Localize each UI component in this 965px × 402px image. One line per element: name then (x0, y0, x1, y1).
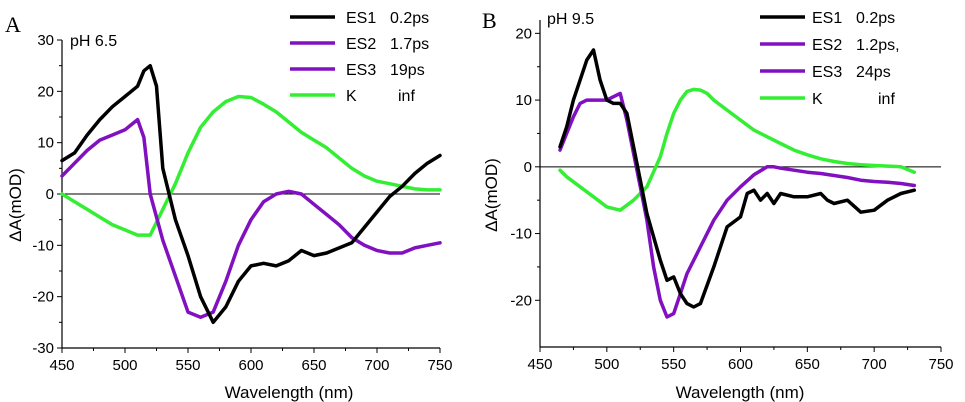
x-tick-label: 600 (238, 357, 263, 374)
x-tick-label: 600 (728, 356, 753, 373)
legend-time-es1: 0.2ps (856, 10, 895, 27)
legend-time-es2: 1.7ps (390, 36, 429, 53)
series-line-k (558, 87, 917, 212)
condition-label: pH 9.5 (547, 11, 594, 28)
x-tick-label: 700 (364, 357, 389, 374)
y-tick-label: -20 (510, 292, 532, 309)
legend-label-k: K (812, 91, 823, 108)
y-tick-label: 30 (37, 32, 54, 49)
x-tick-label: 450 (49, 357, 74, 374)
legend-label-es2: ES2 (812, 37, 842, 54)
x-tick-label: 650 (301, 357, 326, 374)
panel-b: B 450 500 550 600 650 700 750 20 10 0 -10 -20 pH 9.… (482, 8, 954, 402)
x-tick-label: 500 (112, 357, 137, 374)
legend-label-es3: ES3 (812, 64, 842, 81)
y-tick-label: 0 (46, 186, 54, 203)
y-tick-label: 0 (524, 159, 532, 176)
legend-time-k: inf (398, 88, 415, 105)
legend-time-es3: 24ps (856, 64, 891, 81)
legend-label-k: K (346, 88, 357, 105)
x-tick-label: 700 (862, 356, 887, 373)
panel-a: A 450 500 550 600 650 700 7503020100-10-20-30 … (5, 10, 453, 402)
y-tick-label: 20 (515, 25, 532, 42)
legend-time-es2: 1.2ps, (856, 37, 900, 54)
legend-label-es2: ES2 (346, 36, 376, 53)
y-tick-label: -10 (32, 237, 54, 254)
series-line-k (60, 94, 442, 237)
y-tick-label: -10 (510, 226, 532, 243)
legend-label-es1: ES1 (346, 10, 376, 27)
y-axis-title: ΔA(mOD) (6, 168, 25, 242)
legend: ES1 0.2ps ES2 1.2ps, ES3 24ps K inf (760, 10, 900, 108)
y-tick-label: -20 (32, 289, 54, 306)
legend-label-es1: ES1 (812, 10, 842, 27)
series-line-es1 (60, 63, 442, 325)
x-axis-title: Wavelength (nm) (225, 383, 354, 402)
x-tick-label: 750 (928, 356, 953, 373)
series-line-es1 (558, 48, 917, 309)
x-tick-label: 650 (795, 356, 820, 373)
y-tick-label: 10 (37, 135, 54, 152)
legend-time-es1: 0.2ps (390, 10, 429, 27)
panel-label: A (5, 12, 21, 37)
x-tick-label: 550 (175, 357, 200, 374)
legend-time-es3: 19ps (390, 62, 425, 79)
plot-area: 450 500 550 600 650 700 750 30 20 10 0 -10 -20 -30 (32, 32, 452, 374)
legend: ES1 0.2ps ES2 1.7ps ES3 19ps K inf (290, 10, 429, 105)
legend-label-es3: ES3 (346, 62, 376, 79)
series-line-es2 (558, 91, 917, 319)
x-tick-label: 750 (427, 357, 452, 374)
y-axis-title: ΔA(mOD) (482, 158, 501, 232)
x-tick-label: 450 (527, 356, 552, 373)
y-tick-label: 20 (37, 83, 54, 100)
legend-time-k: inf (878, 91, 895, 108)
x-tick-label: 550 (661, 356, 686, 373)
x-axis-title: Wavelength (nm) (676, 383, 805, 402)
condition-label: pH 6.5 (70, 33, 117, 50)
y-tick-label: -30 (32, 340, 54, 357)
x-tick-label: 500 (594, 356, 619, 373)
plot-area: 450 500 550 600 650 700 750 20 10 0 -10 -20 (510, 20, 954, 373)
y-tick-label: 10 (515, 92, 532, 109)
series-line-es2 (60, 117, 442, 319)
panel-label: B (482, 8, 497, 33)
